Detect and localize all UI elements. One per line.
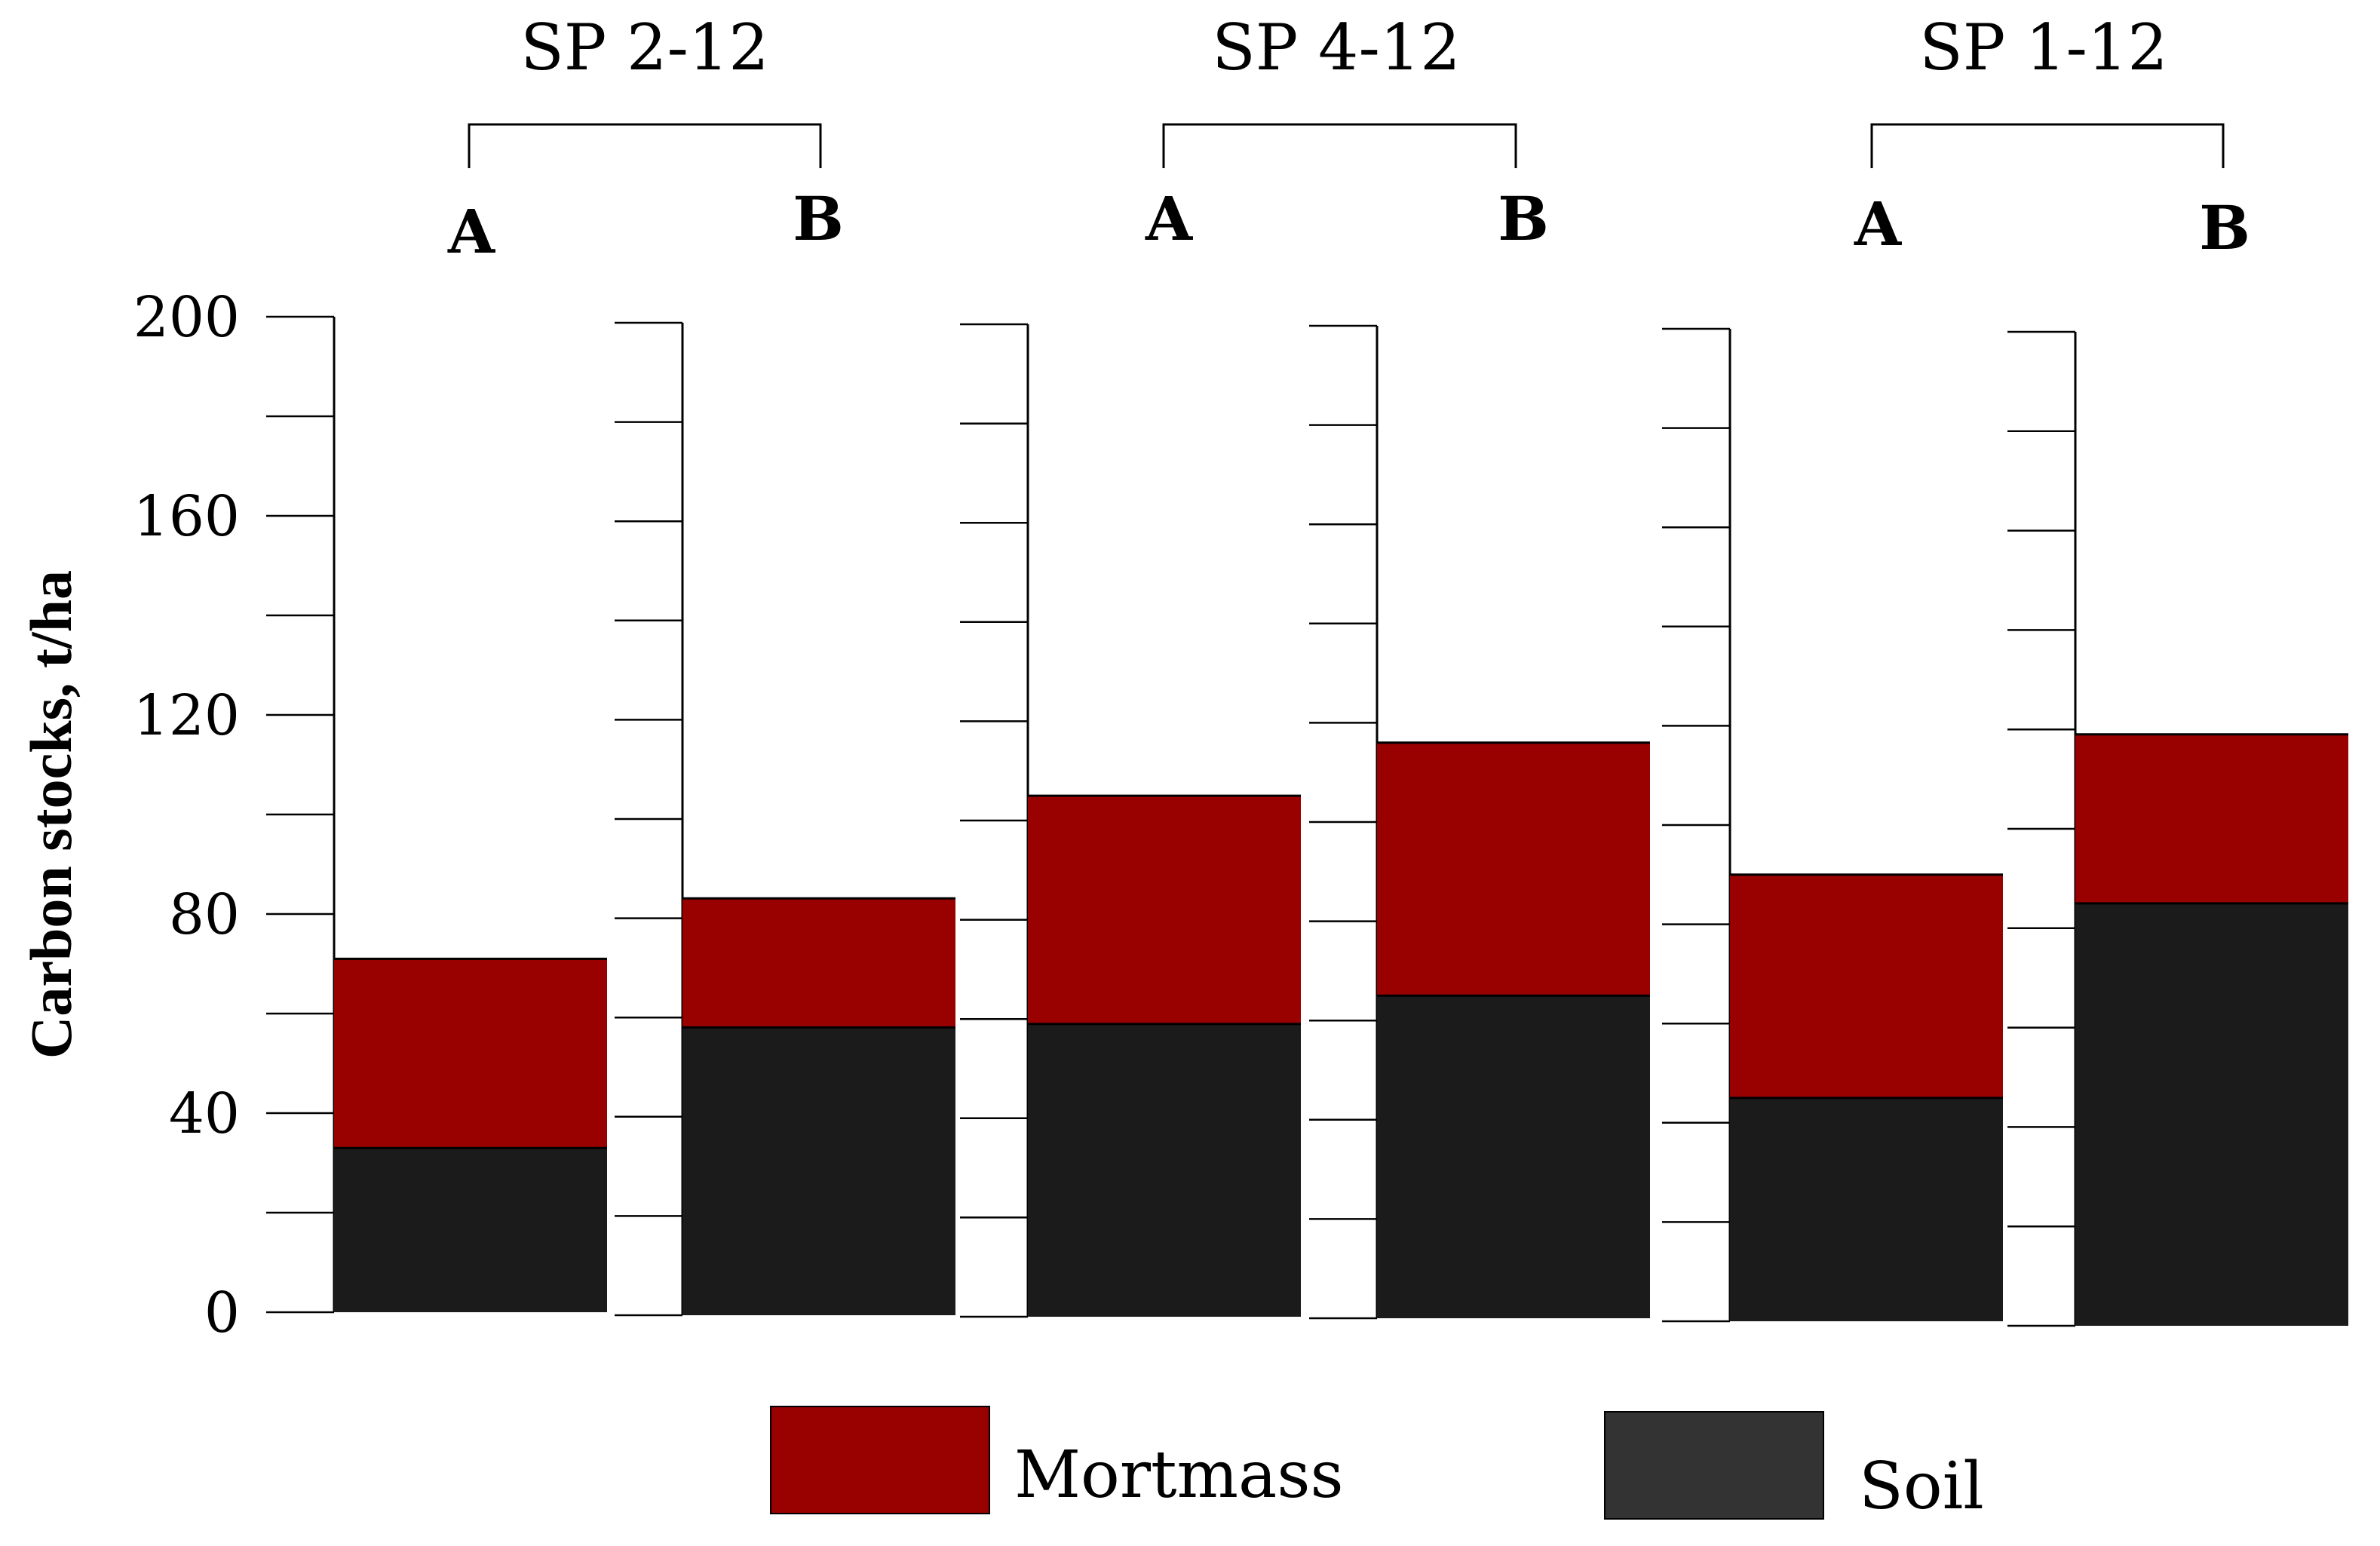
bar-soil-2 [682,1027,955,1315]
category-label-2: B [793,183,844,254]
category-label-6: B [2199,192,2250,263]
bar-mortmass-3 [1028,796,1301,1024]
group-label-1: SP 2-12 [520,11,768,84]
legend-label-soil: Soil [1859,1449,1984,1524]
y-tick-label: 200 [133,285,240,350]
y-tick-label: 160 [133,484,240,549]
bar-soil-3 [1028,1023,1301,1317]
bar-mortmass-5 [1730,874,2003,1098]
bar-mortmass-4 [1377,742,1650,996]
y-axis-title: Carbon stocks, t/ha [18,570,84,1059]
category-label-3: A [1145,183,1193,254]
legend-swatch-mortmass [770,1406,990,1514]
bar-mortmass-2 [682,898,955,1028]
group-bracket-3 [1870,123,2225,168]
legend-label-mortmass: Mortmass [1014,1437,1344,1513]
category-label-5: A [1854,189,1902,259]
group-label-3: SP 1-12 [1919,11,2167,84]
labels-layer: 0 40 80 120 160 200 A B A B A B SP 2-12 SP 4-12 SP 1-1… [133,11,2250,1345]
category-label-4: B [1498,183,1549,254]
bar-mortmass-6 [2075,734,2348,903]
group-bracket-2 [1162,123,1517,168]
y-tick-label: 80 [169,882,240,947]
category-label-1: A [447,196,495,267]
bar-soil-4 [1377,995,1650,1318]
legend-swatch-soil [1604,1411,1824,1520]
y-tick-label: 0 [204,1281,240,1345]
bar-mortmass-1 [334,959,607,1149]
bar-soil-1 [334,1148,607,1312]
bars-layer [334,733,2348,1326]
y-tick-label: 40 [169,1081,240,1146]
bar-soil-6 [2075,903,2348,1326]
bar-soil-5 [1730,1097,2003,1321]
group-bracket-1 [468,123,822,168]
legend-layer: Mortmass Soil [770,1406,1984,1524]
group-label-2: SP 4-12 [1212,11,1460,84]
y-tick-label: 120 [133,683,240,748]
